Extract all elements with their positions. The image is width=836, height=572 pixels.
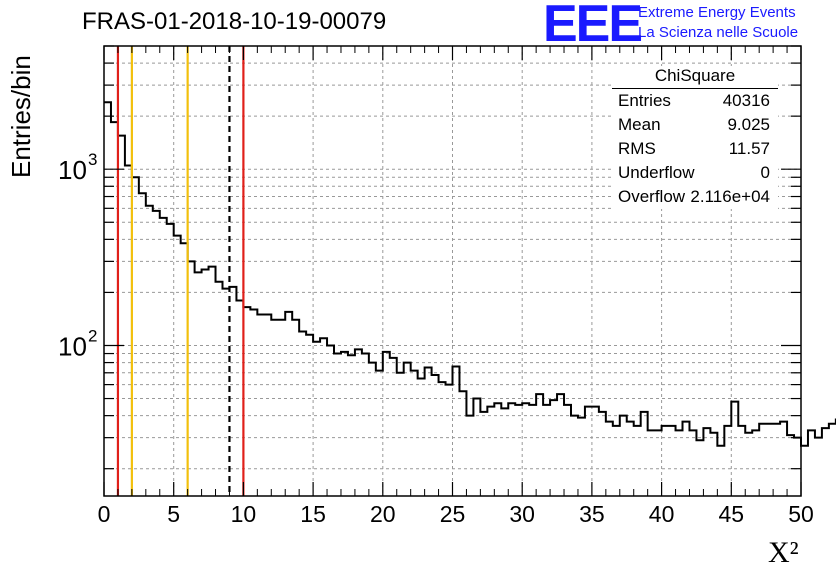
x-tick-label: 0 bbox=[98, 501, 111, 527]
x-tick-label: 15 bbox=[300, 501, 326, 527]
histogram-step-line bbox=[104, 101, 836, 447]
x-tick-label: 25 bbox=[440, 501, 466, 527]
stats-value: 11.57 bbox=[728, 139, 770, 158]
x-tick-label: 35 bbox=[579, 501, 605, 527]
x-tick-label: 40 bbox=[649, 501, 675, 527]
histogram-bars bbox=[104, 101, 836, 447]
eee-logo: EEE bbox=[543, 0, 643, 53]
logo-line-1: Extreme Energy Events bbox=[638, 4, 796, 21]
stats-row-overflow: Overflow 2.116e+04 bbox=[612, 185, 778, 209]
stats-value: 9.025 bbox=[727, 115, 770, 134]
stats-row-underflow: Underflow 0 bbox=[612, 161, 778, 185]
stats-row-mean: Mean 9.025 bbox=[612, 113, 778, 137]
x-tick-label: 30 bbox=[509, 501, 535, 527]
stats-value: 40316 bbox=[722, 91, 770, 110]
stats-value: 0 bbox=[760, 163, 770, 182]
stats-title: ChiSquare bbox=[612, 66, 778, 89]
grid bbox=[104, 45, 801, 496]
y-tick-exponent: 2 bbox=[88, 326, 97, 345]
x-tick-label: 50 bbox=[788, 501, 814, 527]
y-tick-label: 10 bbox=[58, 155, 87, 185]
stats-value: 2.116e+04 bbox=[690, 187, 770, 206]
x-axis-label: X² bbox=[768, 536, 799, 569]
stats-key: Underflow bbox=[618, 163, 695, 182]
y-axis-label: Entries/bin bbox=[6, 55, 36, 178]
stats-key: RMS bbox=[618, 139, 656, 158]
stats-box: ChiSquare Entries 40316 Mean 9.025 RMS 11.5… bbox=[612, 66, 778, 209]
stats-key: Entries bbox=[618, 91, 671, 110]
cut-lines bbox=[116, 46, 245, 496]
x-tick-label: 20 bbox=[370, 501, 396, 527]
y-tick-exponent: 3 bbox=[88, 150, 97, 169]
chart-title: FRAS-01-2018-10-19-00079 bbox=[82, 8, 387, 35]
logo-line-2: La Scienza nelle Scuole bbox=[638, 24, 799, 41]
x-tick-label: 5 bbox=[167, 501, 180, 527]
stats-row-rms: RMS 11.57 bbox=[612, 137, 778, 161]
x-tick-label: 45 bbox=[719, 501, 745, 527]
y-tick-label: 10 bbox=[58, 331, 87, 361]
stats-row-entries: Entries 40316 bbox=[612, 89, 778, 113]
x-tick-label: 10 bbox=[231, 501, 257, 527]
stats-key: Mean bbox=[618, 115, 661, 134]
stats-key: Overflow bbox=[618, 187, 686, 206]
